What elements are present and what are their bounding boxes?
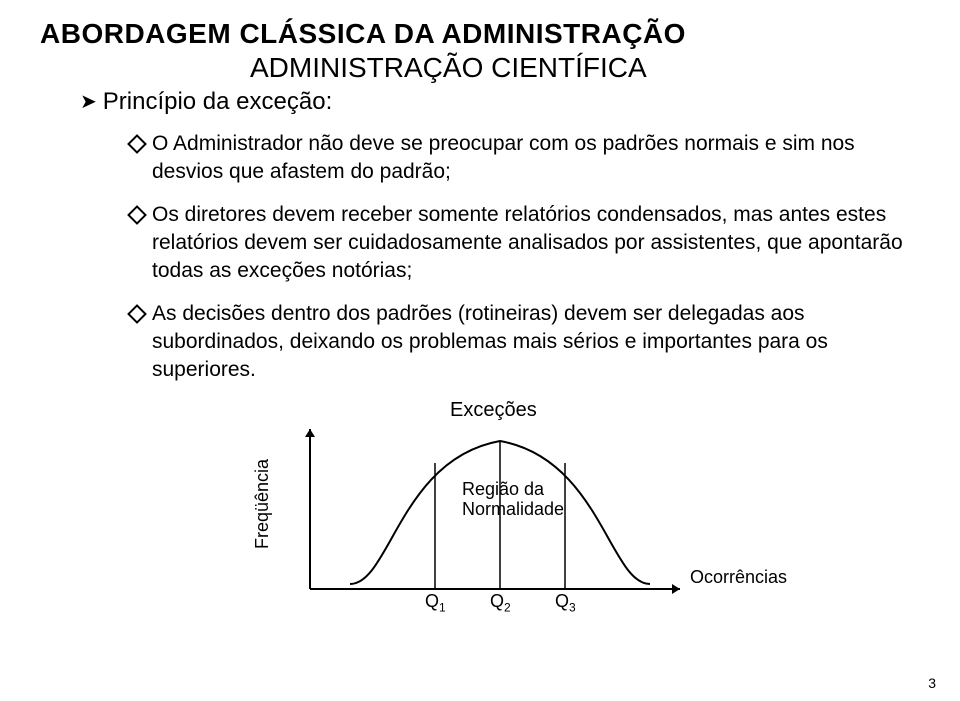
list-item: Os diretores devem receber somente relat… [130,201,910,286]
normality-line1: Região da [462,479,544,499]
arrow-icon: ➤ [80,92,97,112]
subheading-text: Princípio da exceção: [103,88,332,116]
normality-line2: Normalidade [462,499,564,519]
bullet-list: O Administrador não deve se preocupar co… [130,130,910,385]
subheading-row: ➤ Princípio da exceção: [80,88,920,116]
exceptions-label: Exceções [450,399,537,422]
slide-page: ABORDAGEM CLÁSSICA DA ADMINISTRAÇÃO ADMI… [0,0,960,701]
list-item: As decisões dentro dos padrões (rotineir… [130,300,910,385]
exception-chart: Exceções Freqüência Região da Normalidad… [250,399,810,619]
q2-label: Q2 [490,591,511,615]
q3-label: Q3 [555,591,576,615]
bullet-text: Os diretores devem receber somente relat… [152,201,910,286]
diamond-icon [127,304,147,324]
page-title-line2: ADMINISTRAÇÃO CIENTÍFICA [250,52,920,84]
normality-region-label: Região da Normalidade [462,479,564,520]
occurrences-axis-label: Ocorrências [690,567,787,588]
diamond-icon [127,134,147,154]
page-title-line1: ABORDAGEM CLÁSSICA DA ADMINISTRAÇÃO [40,18,920,50]
q1-label: Q1 [425,591,446,615]
bullet-text: As decisões dentro dos padrões (rotineir… [152,300,910,385]
page-number: 3 [928,675,936,691]
frequency-axis-label: Freqüência [252,459,273,549]
diamond-icon [127,205,147,225]
bullet-text: O Administrador não deve se preocupar co… [152,130,910,187]
list-item: O Administrador não deve se preocupar co… [130,130,910,187]
